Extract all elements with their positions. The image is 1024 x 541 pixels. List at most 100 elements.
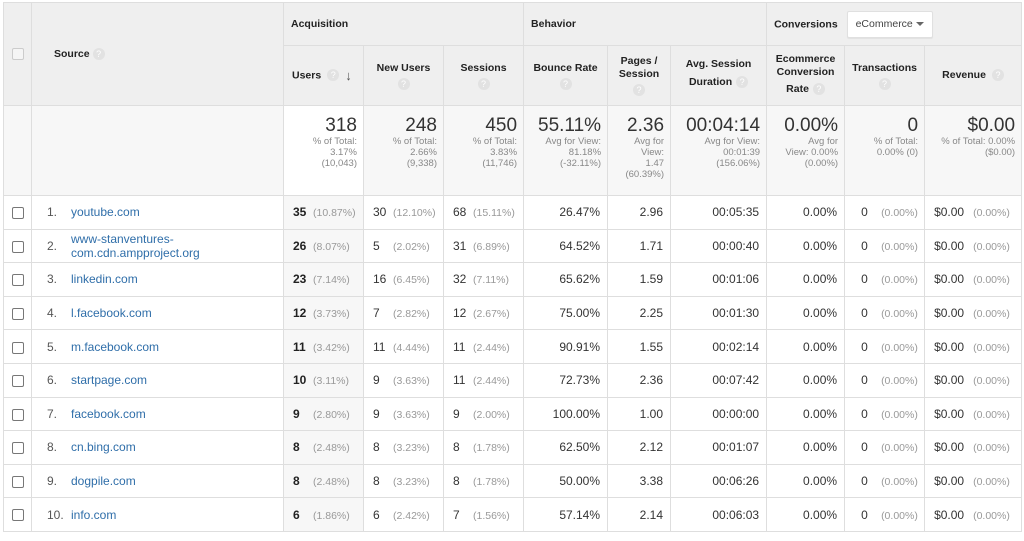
avg-session-duration-column-header[interactable]: Avg. Session Duration? <box>670 45 768 106</box>
users-column-header[interactable]: Users? ↓ <box>283 45 364 106</box>
row-checkbox[interactable] <box>11 408 24 421</box>
row-checkbox[interactable] <box>11 240 24 253</box>
table-row: 1. youtube.com 35 (10.87%) 30 (12.10%) 68 (… <box>3 195 1023 230</box>
help-icon[interactable]: ? <box>991 69 1004 82</box>
row-checkbox[interactable] <box>11 341 24 354</box>
users-pct: (10.87%) <box>313 207 356 220</box>
revenue-value: $0.00 <box>934 406 965 421</box>
conversions-type-dropdown[interactable]: eCommerce <box>846 10 933 38</box>
source-column-header[interactable]: Source? <box>31 2 284 106</box>
summary-revenue: $0.00 % of Total: 0.00% ($0.00) <box>924 105 1023 196</box>
new-users-pct: (12.10%) <box>393 207 436 220</box>
summary-avg-duration: 00:04:14 Avg for View: 00:01:39 (156.06%… <box>670 105 768 196</box>
row-rank: 1. <box>47 205 58 220</box>
sessions-value: 7 <box>453 507 460 522</box>
revenue-column-header[interactable]: Revenue? <box>924 45 1023 106</box>
transactions-cell: 0 (0.00%) <box>844 228 926 264</box>
sessions-cell: 12 (2.67%) <box>442 295 525 331</box>
sort-descending-icon[interactable]: ↓ <box>345 67 352 83</box>
summary-delta: (0.00%) <box>804 158 839 169</box>
source-text: facebook.com <box>71 406 146 421</box>
help-icon[interactable]: ? <box>559 77 572 90</box>
help-icon[interactable]: ? <box>327 69 340 82</box>
new-users-cell: 8 (3.23%) <box>363 463 444 499</box>
users-pct: (7.14%) <box>313 274 350 287</box>
sessions-pct: (1.78%) <box>473 442 510 455</box>
summary-label: Avg for View: <box>704 136 761 147</box>
summary-delta: (-32.11%) <box>560 158 602 169</box>
summary-label: % of Total: 0.00% <box>941 136 1016 147</box>
ecom-rate-cell: 0.00% <box>766 463 846 499</box>
pages-session-cell: 2.14 <box>607 497 672 532</box>
row-checkbox[interactable] <box>11 442 24 455</box>
bounce-rate-column-header[interactable]: Bounce Rate? <box>523 45 609 106</box>
transactions-value: 0 <box>861 272 868 287</box>
summary-new-users: 248 % of Total: 2.66% (9,338) <box>363 105 444 196</box>
new-users-column-header[interactable]: New Users? <box>363 45 444 106</box>
new-users-cell: 5 (2.02%) <box>363 228 444 264</box>
avg-duration-cell: 00:01:07 <box>670 430 768 465</box>
source-link[interactable]: cn.bing.com <box>71 440 136 454</box>
row-checkbox[interactable] <box>11 307 24 320</box>
ecommerce-conversion-rate-column-header[interactable]: Ecommerce Conversion Rate? <box>766 45 846 106</box>
acquisition-group-header: Acquisition <box>282 2 525 46</box>
bounce-rate-cell: 75.00% <box>523 295 609 331</box>
row-checkbox[interactable] <box>11 207 24 220</box>
source-link[interactable]: info.com <box>71 508 116 522</box>
summary-value: 55.11% <box>538 115 602 136</box>
revenue-cell: $0.00 (0.00%) <box>924 295 1023 331</box>
bounce-rate-cell: 50.00% <box>523 463 609 499</box>
source-link[interactable]: www-stanventures-com.cdn.ampproject.org <box>71 232 200 260</box>
select-all-cell <box>3 2 32 106</box>
revenue-pct: (0.00%) <box>973 408 1010 421</box>
row-checkbox-cell <box>3 497 32 532</box>
source-link[interactable]: youtube.com <box>71 205 140 219</box>
summary-avg: 81.18% <box>568 147 602 158</box>
transactions-pct: (0.00%) <box>881 375 918 388</box>
row-rank: 6. <box>47 373 58 388</box>
help-icon[interactable]: ? <box>92 48 105 61</box>
source-cell: 10. info.com <box>31 497 284 532</box>
select-all-checkbox[interactable] <box>11 48 24 61</box>
source-link[interactable]: dogpile.com <box>71 474 136 488</box>
source-link[interactable]: facebook.com <box>71 407 146 421</box>
source-link[interactable]: startpage.com <box>71 373 147 387</box>
help-icon[interactable]: ? <box>736 76 749 89</box>
summary-label: % of Total: <box>472 136 518 147</box>
help-icon[interactable]: ? <box>477 77 490 90</box>
transactions-value: 0 <box>861 373 868 388</box>
avg-duration-cell: 00:07:42 <box>670 362 768 398</box>
help-icon[interactable]: ? <box>812 82 825 95</box>
help-icon[interactable]: ? <box>878 77 891 90</box>
row-checkbox[interactable] <box>11 375 24 388</box>
revenue-pct: (0.00%) <box>973 375 1010 388</box>
new-users-value: 8 <box>373 440 380 455</box>
pages-session-cell: 1.00 <box>607 396 672 432</box>
source-cell: 4. l.facebook.com <box>31 295 284 331</box>
ecom-rate-cell: 0.00% <box>766 195 846 230</box>
help-icon[interactable]: ? <box>397 77 410 90</box>
source-link[interactable]: m.facebook.com <box>71 340 159 354</box>
row-checkbox[interactable] <box>11 509 24 522</box>
users-value: 8 <box>293 440 300 455</box>
revenue-pct: (0.00%) <box>973 308 1010 321</box>
users-cell: 6 (1.86%) <box>283 497 364 532</box>
source-link[interactable]: l.facebook.com <box>71 306 152 320</box>
summary-total: ($0.00) <box>984 147 1016 158</box>
pages-session-column-header[interactable]: Pages / Session? <box>607 45 672 106</box>
row-checkbox[interactable] <box>11 475 24 488</box>
users-value: 12 <box>293 306 307 321</box>
sessions-column-header[interactable]: Sessions? <box>442 45 525 106</box>
bounce-rate-cell: 100.00% <box>523 396 609 432</box>
transactions-cell: 0 (0.00%) <box>844 396 926 432</box>
transactions-column-header[interactable]: Transactions? <box>844 45 926 106</box>
row-checkbox-cell <box>3 329 32 364</box>
transactions-value: 0 <box>861 507 868 522</box>
help-icon[interactable]: ? <box>633 84 646 96</box>
source-link[interactable]: linkedin.com <box>71 272 138 286</box>
source-cell: 9. dogpile.com <box>31 463 284 499</box>
source-cell: 3. linkedin.com <box>31 262 284 297</box>
row-checkbox[interactable] <box>11 274 24 287</box>
sessions-value: 11 <box>453 339 466 354</box>
transactions-value: 0 <box>861 474 868 489</box>
